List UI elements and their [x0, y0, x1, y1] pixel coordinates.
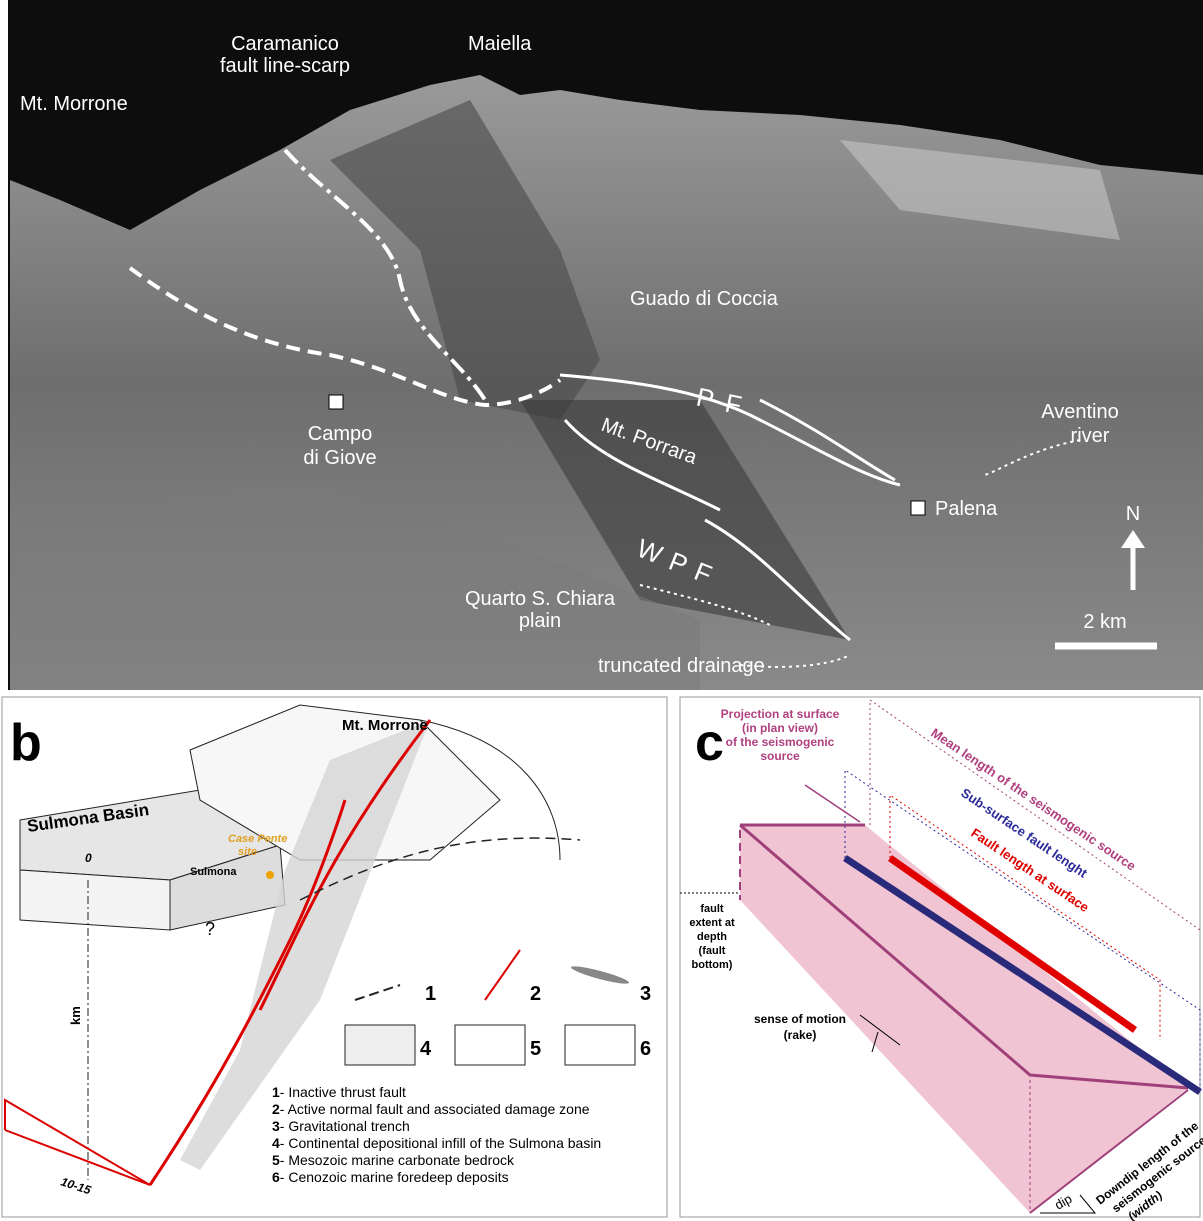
label: N [1126, 503, 1140, 525]
legend-text: - Continental depositional infill of the… [280, 1135, 601, 1151]
legend-number: 6 [640, 1038, 651, 1060]
panel-c: c Projection at surface(in plan view)of … [680, 697, 1203, 1221]
figure: Mt. Morrone Maiella Caramanico fault lin… [0, 0, 1203, 1221]
label: Campo [308, 423, 372, 445]
label: fault line-scarp [220, 55, 350, 77]
legend-number: 5 [530, 1038, 541, 1060]
panel-letter: b [10, 714, 42, 772]
legend-text: - Gravitational trench [280, 1118, 410, 1134]
legend-key: 5 [272, 1152, 280, 1168]
label: Mt. Morrone [20, 93, 128, 115]
legend-entry: 5- Mesozoic marine carbonate bedrock [272, 1152, 515, 1168]
label: Case Pente [228, 833, 287, 845]
legend-entry: 6- Cenozoic marine foredeep deposits [272, 1169, 509, 1185]
label: Guado di Coccia [630, 288, 779, 310]
legend-text: - Inactive thrust fault [280, 1084, 406, 1100]
label: di Giove [303, 447, 376, 469]
label: Quarto S. Chiara [465, 588, 616, 610]
legend-text: - Mesozoic marine carbonate bedrock [280, 1152, 515, 1168]
legend-symbol [345, 1025, 415, 1065]
legend-text: - Active normal fault and associated dam… [280, 1101, 590, 1117]
legend-entry: 1- Inactive thrust fault [272, 1084, 406, 1100]
legend-entry: 3- Gravitational trench [272, 1118, 410, 1134]
legend-text: - Cenozoic marine foredeep deposits [280, 1169, 509, 1185]
label: Mt. Morrone [342, 717, 428, 734]
legend-number: 3 [640, 983, 651, 1005]
site-marker [266, 871, 274, 879]
label: Caramanico [231, 33, 339, 55]
legend-key: 1 [272, 1084, 280, 1100]
legend-key: 6 [272, 1169, 280, 1185]
label: source [760, 749, 800, 763]
label: (in plan view) [742, 721, 818, 735]
label: depth [697, 931, 727, 943]
panel-b: b Mt. Morrone Sulmona Basin Case Pente s… [2, 697, 667, 1217]
label: truncated drainage [598, 655, 765, 677]
label: fault [700, 903, 724, 915]
legend-entry: 2- Active normal fault and associated da… [272, 1101, 590, 1117]
label: Maiella [468, 33, 532, 55]
label: Aventino [1041, 401, 1118, 423]
legend-number: 4 [420, 1038, 432, 1060]
legend-key: 2 [272, 1101, 280, 1117]
label: (rake) [784, 1028, 817, 1042]
label: river [1071, 425, 1110, 447]
legend-key: 3 [272, 1118, 280, 1134]
label: of the seismogenic [726, 735, 835, 749]
basin-section [20, 870, 170, 930]
legend-number: 1 [425, 983, 436, 1005]
legend-entry: 4- Continental depositional infill of th… [272, 1135, 601, 1151]
label: km [68, 1006, 83, 1025]
legend-symbol [455, 1025, 525, 1065]
legend-key: 4 [272, 1135, 280, 1151]
label: site [238, 846, 257, 858]
panel-a: Mt. Morrone Maiella Caramanico fault lin… [8, 0, 1203, 690]
label: 2 km [1083, 611, 1126, 633]
label: ? [205, 919, 215, 939]
panel-letter: c [695, 714, 724, 772]
legend-number: 2 [530, 983, 541, 1005]
label: Projection at surface [721, 707, 840, 721]
town-marker [329, 395, 343, 409]
label: Sulmona [190, 866, 237, 878]
label: bottom) [692, 959, 733, 971]
label: (fault [699, 945, 726, 957]
label: plain [519, 610, 561, 632]
label: sense of motion [754, 1012, 846, 1026]
label: Palena [935, 498, 998, 520]
legend-symbol [565, 1025, 635, 1065]
page: Mt. Morrone Maiella Caramanico fault lin… [0, 0, 1203, 1221]
town-marker [911, 501, 925, 515]
label: 0 [85, 851, 92, 865]
label: extent at [689, 917, 735, 929]
